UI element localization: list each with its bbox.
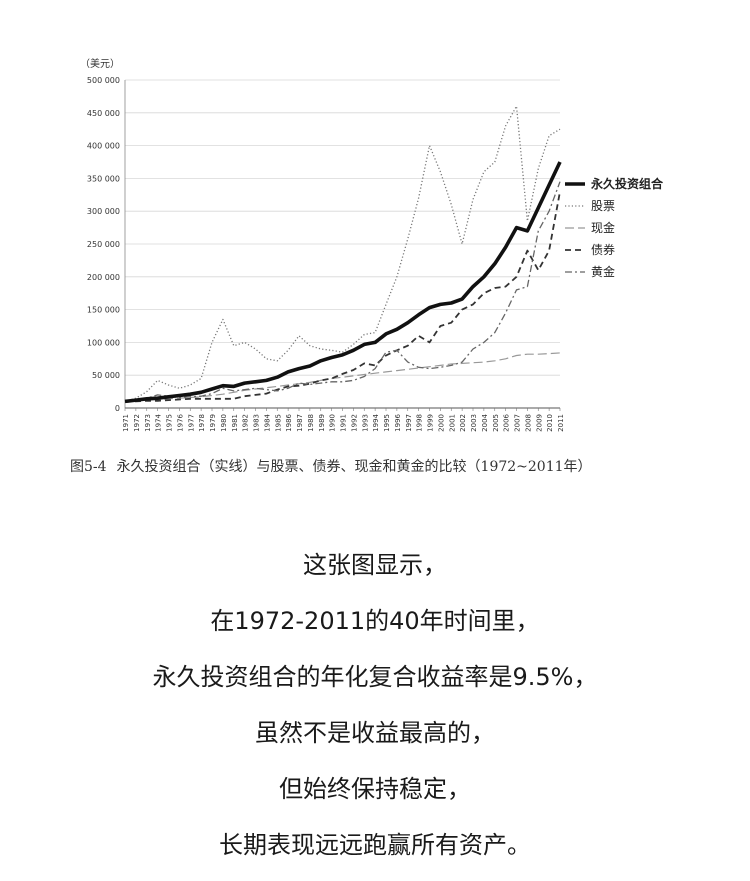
x-tick-label: 1980 [220,414,228,432]
x-tick-label: 1984 [263,413,271,431]
body-line-2: 在1972-2011的40年时间里， [210,607,540,635]
x-tick-label: 2006 [503,413,511,431]
line-chart: （美元） 0 50 000 100 000 150 000 200 000 250 000 3… [80,57,664,432]
y-tick-label: 250 000 [87,240,120,249]
figure-number: 图5-4 [70,459,107,475]
x-tick-label: 2010 [546,414,554,432]
y-tick-label: 450 000 [87,109,120,118]
body-line-6: 长期表现远远跑赢所有资产。 [219,831,531,859]
x-tick-label: 1991 [340,414,348,432]
x-tick-label: 2004 [481,413,489,431]
x-tick-label: 1992 [350,414,358,432]
x-tick-label: 1976 [176,413,184,431]
x-tick-label: 1987 [296,414,304,432]
x-tick-label: 1999 [427,414,435,432]
body-line-1: 这张图显示， [303,551,447,579]
x-tick-label: 1995 [383,414,391,432]
y-tick-label: 350 000 [87,174,120,183]
x-tick-label: 1997 [405,414,413,432]
x-tick-label: 1975 [166,414,174,432]
series-line-黄金 [124,181,561,403]
x-tick-label: 1971 [122,414,130,432]
x-tick-label: 1989 [318,414,326,432]
x-tick-label: 1998 [416,414,424,432]
legend-label: 债券 [591,242,615,257]
x-tick-label: 2007 [514,414,522,432]
x-tick-label: 2008 [524,414,532,432]
y-tick-label: 0 [115,404,120,413]
x-tick-label: 1982 [242,414,250,432]
legend-label: 永久投资组合 [590,176,664,191]
x-tick-label: 1981 [231,414,239,432]
body-line-3: 永久投资组合的年化复合收益率是9.5%， [152,663,598,691]
legend-label: 现金 [591,220,615,235]
x-tick-label: 1973 [144,414,152,432]
series-line-永久投资组合 [124,161,562,404]
x-tick-label: 1994 [372,413,380,431]
x-tick-label: 2002 [459,414,467,432]
figure-caption: 图5-4 永久投资组合（实线）与股票、债券、现金和黄金的比较（1972~2011年… [70,456,592,476]
x-tick-label: 1990 [329,414,337,432]
body-line-5: 但始终保持稳定， [279,775,471,803]
y-tick-label: 300 000 [87,207,120,216]
x-tick-label: 1996 [394,413,402,431]
caption-text: 永久投资组合（实线）与股票、债券、现金和黄金的比较（1972~2011年） [116,459,592,475]
series-line-现金 [124,352,561,402]
x-tick-label: 1983 [253,414,261,432]
legend-label: 黄金 [591,264,615,279]
x-tick-label: 2009 [535,414,543,432]
x-tick-label: 2011 [557,414,565,432]
y-tick-label: 500 000 [87,76,120,85]
x-tick-label: 1985 [274,414,282,432]
chart-area: （美元） 0 50 000 100 000 150 000 200 000 250 000 3… [80,57,664,432]
x-tick-label: 1978 [198,414,206,432]
y-tick-label: 100 000 [87,338,120,347]
x-tick-label: 2001 [448,414,456,432]
legend-label: 股票 [591,199,615,213]
x-tick-label: 2005 [492,414,500,432]
x-tick-label: 1972 [133,414,141,432]
x-tick-label: 1993 [361,414,369,432]
series-line-债券 [125,191,561,403]
y-unit-label: （美元） [80,57,120,70]
body-text: 这张图显示， 在1972-2011的40年时间里， 永久投资组合的年化复合收益率… [0,545,750,881]
x-tick-label: 1979 [209,414,217,432]
y-tick-label: 200 000 [87,273,120,282]
x-tick-label: 1986 [285,413,293,431]
y-tick-label: 50 000 [92,371,120,380]
x-tick-label: 2003 [470,414,478,432]
y-tick-label: 400 000 [87,142,120,151]
series-line-股票 [124,105,561,403]
x-tick-label: 1988 [307,414,315,432]
x-tick-label: 1974 [155,413,163,431]
x-tick-label: 2000 [437,414,445,432]
x-tick-label: 1977 [187,414,195,432]
y-tick-label: 150 000 [87,306,120,315]
body-line-4: 虽然不是收益最高的， [255,719,495,747]
